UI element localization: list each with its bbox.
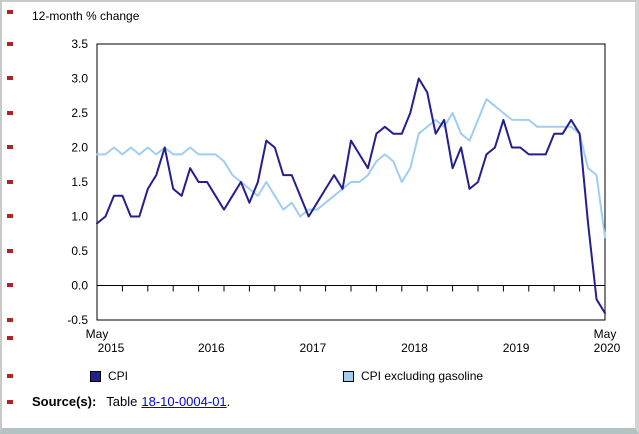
x-tick-label-year: 2017 — [300, 341, 327, 355]
y-tick-label: -0.5 — [67, 313, 88, 327]
gutter-mark — [7, 283, 13, 287]
y-tick-label: 1.0 — [71, 210, 88, 224]
source-line: Source(s): Table 18-10-0004-01. — [32, 394, 230, 409]
gutter-mark — [7, 180, 13, 184]
source-table-text: Table — [106, 394, 138, 409]
gutter-mark — [7, 214, 13, 218]
gutter-mark — [7, 374, 13, 378]
source-table-link[interactable]: 18-10-0004-01 — [141, 394, 227, 409]
gutter-mark — [7, 249, 13, 253]
gutter-mark — [7, 76, 13, 80]
source-label: Source(s): — [32, 394, 97, 409]
x-tick-label-year: 2016 — [198, 341, 225, 355]
gutter-mark — [7, 318, 13, 322]
x-tick-label-year: 2019 — [503, 341, 530, 355]
series-line-cpi — [96, 77, 606, 315]
x-tick-label-month: May — [86, 327, 109, 341]
y-tick-label: 1.5 — [71, 175, 88, 189]
gutter-mark — [7, 10, 13, 14]
legend-item-cpi-excluding-gasoline: CPI excluding gasoline — [343, 369, 483, 383]
source-suffix: . — [226, 394, 231, 409]
y-tick-label: 2.5 — [71, 106, 88, 120]
legend-label-cpi-excluding-gasoline: CPI excluding gasoline — [361, 369, 484, 383]
gutter-mark — [7, 400, 13, 404]
x-tick-label-year: 2015 — [98, 341, 125, 355]
legend-item-cpi: CPI — [90, 369, 128, 383]
legend-swatch-cpi — [90, 370, 101, 382]
gutter-mark — [7, 145, 13, 149]
chart-legend: CPI CPI excluding gasoline — [2, 369, 635, 385]
gutter-mark — [7, 42, 13, 46]
x-tick-label-month: May — [594, 327, 617, 341]
x-tick-label-year: 2020 — [594, 341, 621, 355]
y-tick-label: 3.0 — [71, 72, 88, 86]
y-tick-label: 0.5 — [71, 244, 88, 258]
x-tick-label-year: 2018 — [401, 341, 428, 355]
legend-swatch-cpi-excluding-gasoline — [343, 370, 354, 382]
y-axis-title: 12-month % change — [32, 9, 140, 23]
series-line-cpi-excluding-gasoline — [96, 98, 606, 239]
y-tick-label: 2.0 — [71, 141, 88, 155]
gutter-mark — [7, 336, 13, 340]
y-tick-label: 0.0 — [71, 279, 88, 293]
y-tick-label: 3.5 — [71, 37, 88, 51]
gutter-mark — [7, 111, 13, 115]
legend-label-cpi: CPI — [108, 369, 129, 383]
plot-border — [96, 43, 606, 321]
